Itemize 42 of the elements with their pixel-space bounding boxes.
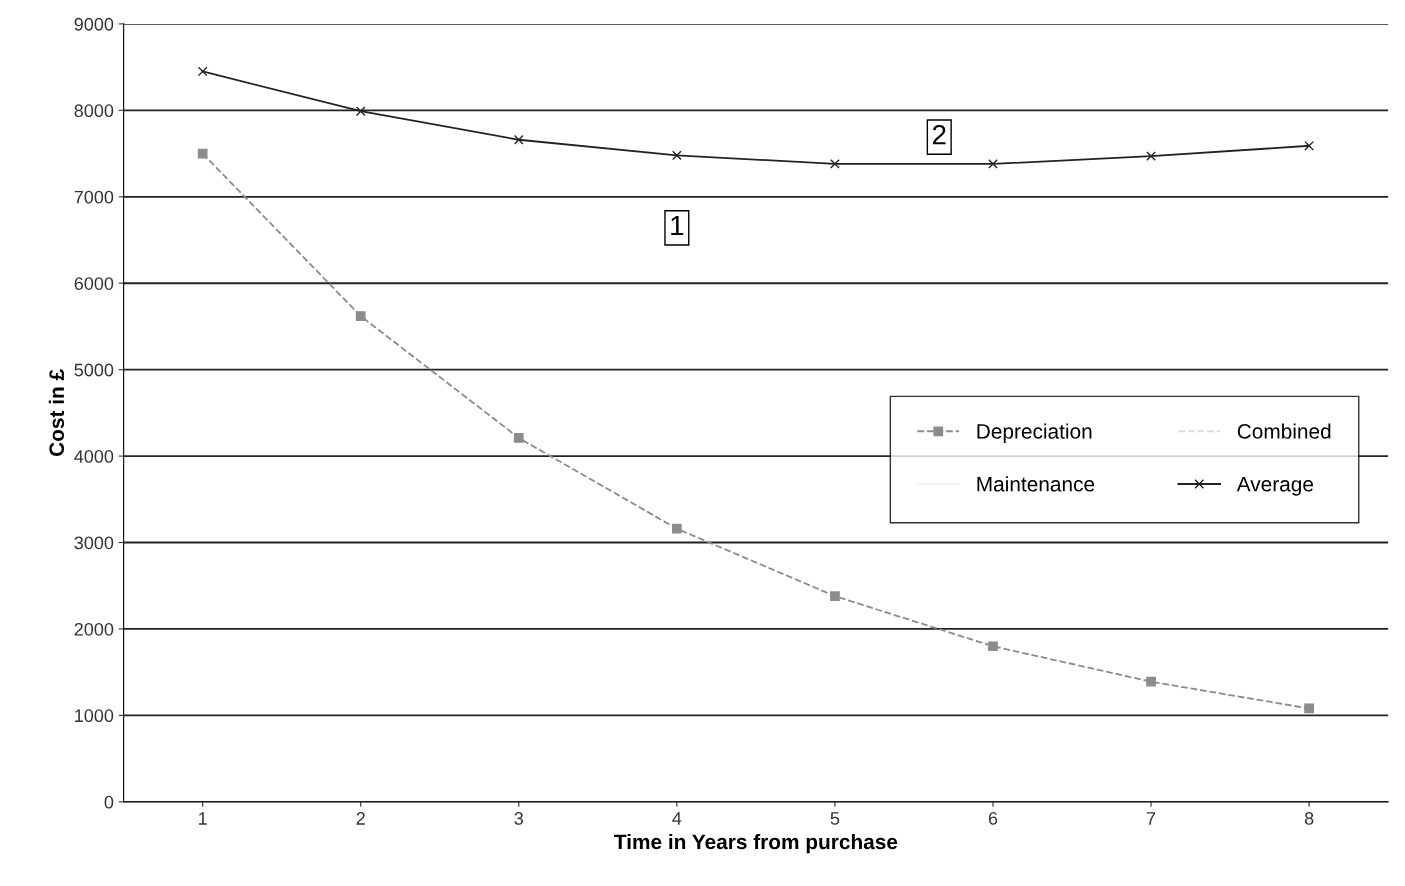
- y-tick-label: 5000: [74, 363, 114, 377]
- y-tick-label: 6000: [74, 277, 114, 290]
- point: [1146, 151, 1156, 162]
- y-axis-title: Cost in £: [48, 369, 65, 456]
- point: [1146, 676, 1156, 687]
- point: [355, 106, 366, 117]
- y-tick-label: 0: [104, 795, 114, 809]
- x-tick-label: 1: [199, 812, 207, 825]
- x-tick-label: 7: [1146, 812, 1156, 825]
- point: [830, 591, 840, 601]
- point: [830, 159, 840, 169]
- x-tick-label: 2: [356, 812, 365, 825]
- legend-label: Depreciation: [977, 423, 1092, 443]
- point: [197, 148, 208, 159]
- legend-label: Maintenance: [977, 476, 1095, 492]
- x-tick-label: 3: [514, 812, 524, 825]
- y-tick-label: 2000: [74, 622, 114, 636]
- point: [513, 134, 524, 145]
- annotation: 1: [671, 215, 684, 236]
- x-tick-label: 8: [1304, 812, 1314, 825]
- x-tick-label: 4: [672, 812, 682, 825]
- y-tick-label: 3000: [74, 536, 114, 550]
- point: [1304, 703, 1314, 714]
- point: [671, 150, 682, 161]
- point: [1304, 140, 1314, 151]
- x-tick-label: 6: [988, 812, 998, 825]
- annotation: 2: [932, 124, 946, 145]
- x-axis-title: Time in Years from purchase: [614, 833, 898, 854]
- legend-label: Combined: [1237, 423, 1331, 439]
- y-tick-label: 7000: [74, 190, 114, 204]
- point: [671, 523, 682, 534]
- point: [197, 66, 208, 77]
- y-tick-label: 8000: [74, 104, 114, 118]
- point: [355, 311, 366, 321]
- y-tick-label: 9000: [74, 17, 114, 31]
- point: [988, 641, 998, 652]
- x-tick-label: 5: [830, 812, 840, 825]
- legend-label: Average: [1236, 476, 1314, 496]
- y-tick-label: 1000: [75, 709, 114, 723]
- point: [513, 433, 524, 443]
- y-tick-label: 4000: [74, 450, 114, 463]
- point: [988, 159, 998, 169]
